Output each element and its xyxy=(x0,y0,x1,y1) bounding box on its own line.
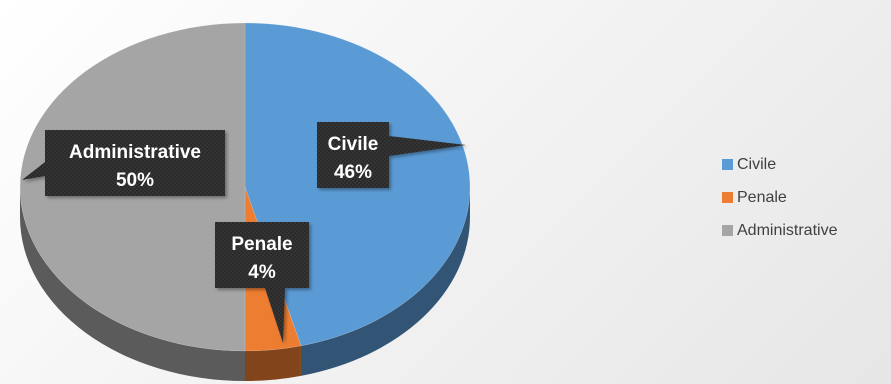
data-label-box-civile xyxy=(317,122,466,188)
legend-item-penale: Penale xyxy=(722,181,837,214)
pie-side-civile xyxy=(300,187,470,376)
data-label-percent-administrative: 50% xyxy=(116,170,154,191)
data-label-penale: Penale 4% xyxy=(215,222,309,343)
legend-item-civile: Civile xyxy=(722,148,837,181)
data-label-name-penale: Penale xyxy=(231,234,292,255)
legend-label-penale: Penale xyxy=(737,188,787,206)
legend-item-administrative: Administrative xyxy=(722,214,837,247)
legend-label-civile: Civile xyxy=(737,155,777,173)
chart-legend: Civile Penale Administrative xyxy=(722,148,837,247)
pie-side-administrative xyxy=(20,187,245,381)
data-label-administrative: Administrative 50% xyxy=(22,130,225,196)
data-label-name-administrative: Administrative xyxy=(69,142,201,163)
legend-swatch-administrative xyxy=(722,225,733,236)
data-label-percent-penale: 4% xyxy=(248,262,276,283)
pie-side-penale xyxy=(245,345,301,381)
pie-data-labels: Civile 46% Penale 4% Administrative 50% xyxy=(22,122,466,343)
data-label-civile: Civile 46% xyxy=(317,122,466,188)
data-label-box-penale xyxy=(215,222,309,343)
pie-sides xyxy=(20,187,470,381)
data-label-name-civile: Civile xyxy=(328,134,379,155)
data-label-box-administrative xyxy=(22,130,225,196)
data-label-percent-civile: 46% xyxy=(334,162,372,183)
legend-label-administrative: Administrative xyxy=(737,221,838,239)
legend-swatch-penale xyxy=(722,192,733,203)
legend-swatch-civile xyxy=(722,159,733,170)
